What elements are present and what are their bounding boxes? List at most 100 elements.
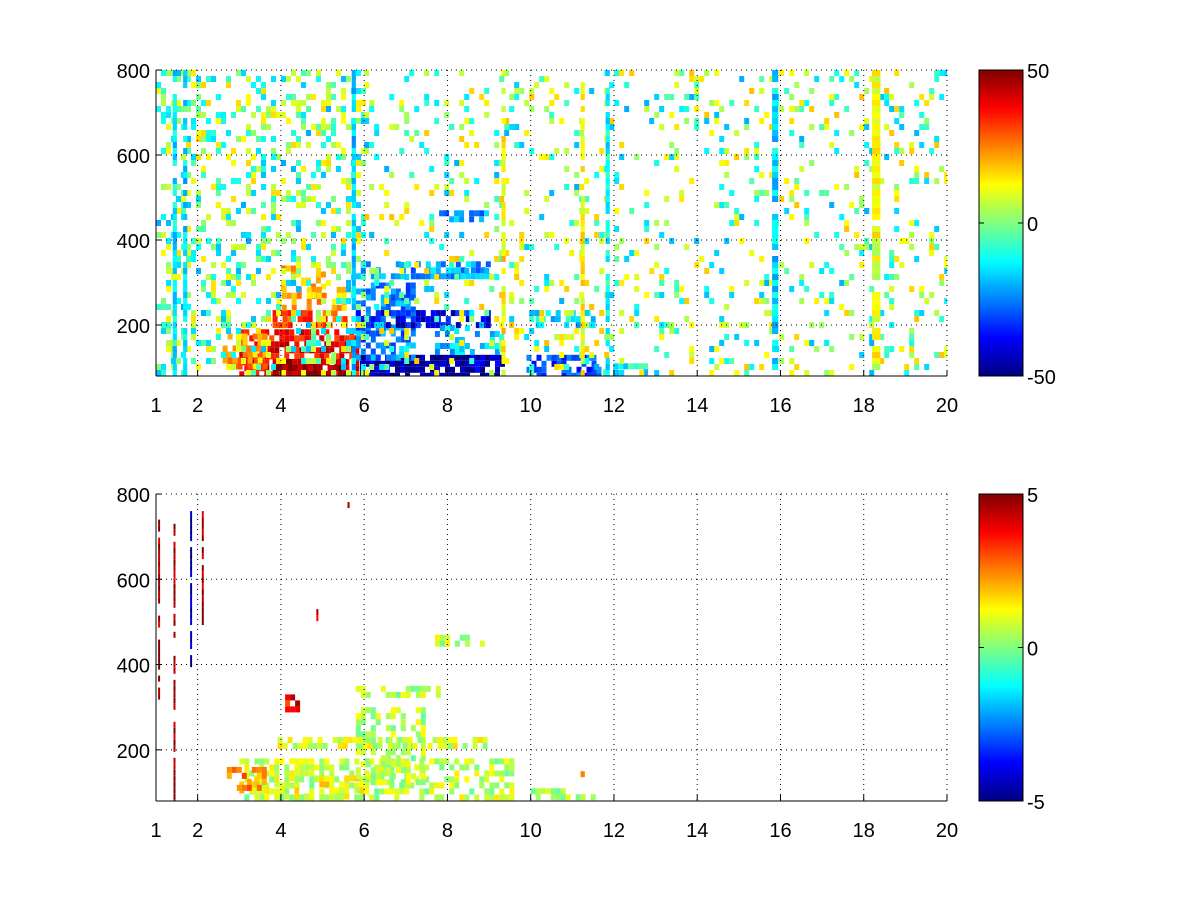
heatmap-cell	[344, 758, 350, 765]
heatmap-cell	[455, 372, 460, 376]
heatmap-cell	[684, 298, 690, 304]
heatmap-cell	[365, 312, 371, 319]
heatmap-cell	[424, 286, 430, 292]
heatmap-cell	[370, 731, 376, 738]
heatmap-cell	[485, 354, 490, 361]
heatmap-streak	[872, 148, 881, 154]
heatmap-cell	[594, 286, 600, 292]
heatmap-cell	[829, 142, 835, 148]
heatmap-cell	[161, 298, 166, 304]
heatmap-cell	[241, 772, 247, 779]
heatmap-cell	[236, 106, 241, 112]
heatmap-cell	[261, 154, 266, 160]
heatmap-cell	[221, 322, 226, 328]
heatmap-cell	[779, 196, 785, 202]
heatmap-cell	[346, 208, 351, 214]
heatmap-cell	[460, 372, 465, 376]
heatmap-cell	[176, 256, 181, 262]
heatmap-cell	[176, 232, 181, 238]
heatmap-cell	[415, 316, 421, 323]
heatmap-cell	[211, 292, 216, 298]
heatmap-cell	[859, 334, 865, 340]
colorbar-tick-label: 50	[1027, 61, 1049, 83]
heatmap-cell	[379, 788, 385, 795]
heatmap-cell	[689, 358, 695, 364]
heatmap-cell	[237, 363, 243, 370]
heatmap-cell	[804, 286, 810, 292]
heatmap-cell	[360, 713, 366, 720]
heatmap-cell	[859, 94, 865, 100]
heatmap-streak	[158, 645, 161, 652]
heatmap-cell	[541, 372, 547, 376]
heatmap-cell	[420, 731, 426, 738]
heatmap-cell	[859, 202, 865, 208]
heatmap-cell	[354, 347, 360, 354]
heatmap-cell	[370, 773, 376, 780]
heatmap-cell	[370, 749, 376, 756]
heatmap-cell	[374, 154, 380, 160]
heatmap-cell	[544, 274, 550, 280]
heatmap-cell	[365, 330, 371, 337]
heatmap-cell	[420, 316, 426, 323]
heatmap-cell	[444, 292, 450, 298]
heatmap-cell	[475, 360, 480, 367]
heatmap-cell	[410, 282, 416, 289]
heatmap-cell	[739, 238, 745, 244]
heatmap-streak	[172, 154, 177, 160]
heatmap-cell	[499, 334, 505, 340]
heatmap-cell	[251, 280, 256, 286]
heatmap-cell	[934, 142, 940, 148]
heatmap-cell	[539, 310, 545, 316]
heatmap-streak	[580, 256, 585, 262]
heatmap-cell	[156, 304, 161, 310]
heatmap-streak	[190, 595, 193, 602]
heatmap-cell	[425, 322, 431, 329]
heatmap-cell	[327, 371, 333, 376]
heatmap-cell	[794, 106, 800, 112]
heatmap-cell	[346, 370, 351, 376]
heatmap-cell	[336, 298, 341, 304]
heatmap-cell	[241, 346, 246, 352]
heatmap-cell	[914, 256, 920, 262]
heatmap-cell	[444, 331, 450, 337]
heatmap-cell	[594, 364, 600, 370]
heatmap-streak	[173, 739, 176, 746]
heatmap-cell	[297, 365, 303, 371]
heatmap-cell	[380, 310, 386, 317]
heatmap-cell	[324, 353, 330, 360]
heatmap-streak	[772, 112, 779, 118]
heatmap-cell	[474, 210, 480, 217]
heatmap-cell	[504, 130, 510, 136]
heatmap-cell	[296, 262, 301, 268]
heatmap-cell	[454, 776, 460, 783]
heatmap-cell	[369, 758, 375, 765]
heatmap-cell	[465, 360, 470, 367]
heatmap-streak	[872, 142, 881, 148]
heatmap-cell	[226, 316, 231, 322]
heatmap-cell	[336, 226, 341, 232]
heatmap-cell	[450, 273, 456, 280]
heatmap-cell	[844, 106, 850, 112]
heatmap-cell	[361, 112, 366, 118]
heatmap-cell	[311, 292, 316, 298]
heatmap-cell	[654, 112, 660, 118]
heatmap-cell	[296, 190, 301, 196]
heatmap-cell	[909, 340, 915, 346]
heatmap-cell	[277, 322, 283, 329]
heatmap-cell	[504, 70, 510, 76]
heatmap-cell	[281, 76, 286, 82]
heatmap-cell	[369, 106, 375, 112]
heatmap-streak	[173, 781, 176, 788]
heatmap-cell	[514, 274, 520, 280]
x-tick-label: 10	[520, 820, 542, 842]
heatmap-cell	[400, 767, 406, 774]
heatmap-cell	[311, 346, 316, 352]
heatmap-cell	[889, 346, 895, 352]
heatmap-streak	[580, 208, 585, 214]
heatmap-cell	[181, 154, 186, 160]
heatmap-cell	[439, 325, 445, 331]
heatmap-cell	[509, 292, 515, 298]
heatmap-cell	[824, 190, 830, 196]
heatmap-cell	[311, 358, 316, 364]
heatmap-cell	[459, 256, 465, 262]
